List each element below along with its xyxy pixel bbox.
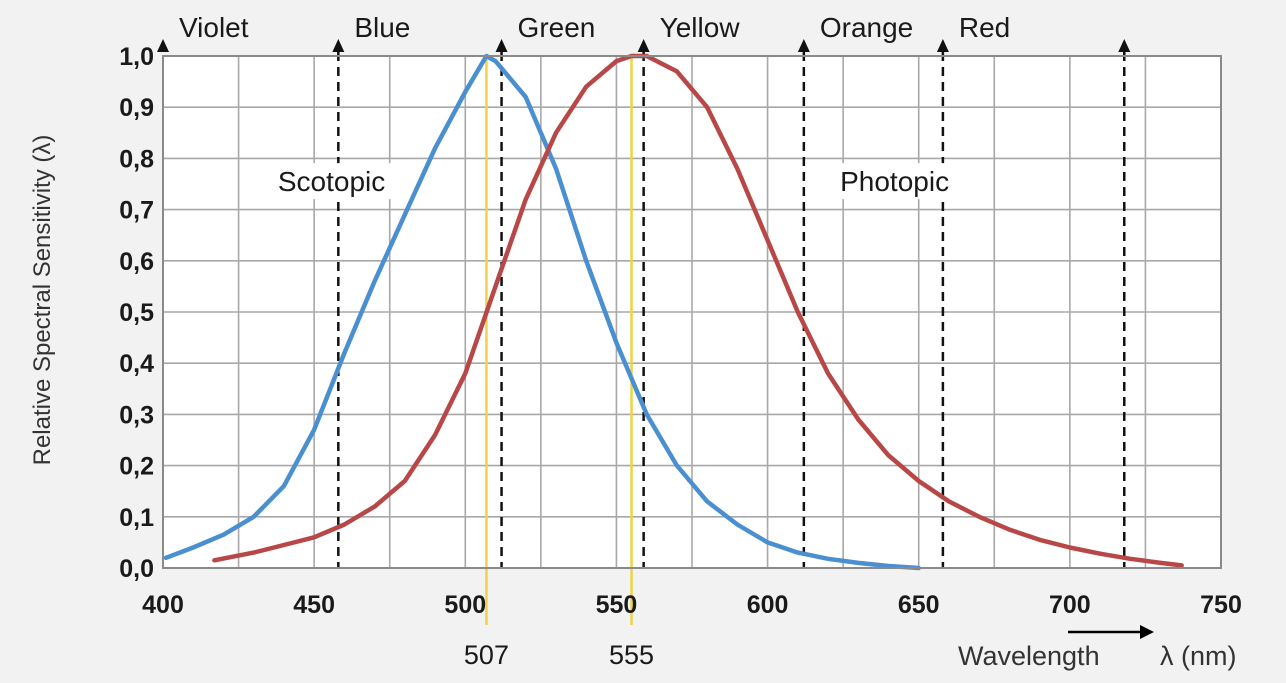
peak-lines	[485, 56, 633, 625]
band-label: Green	[518, 12, 596, 43]
x-tick-label: 450	[293, 591, 335, 619]
band-label: Violet	[179, 12, 249, 43]
x-tick-label: 400	[142, 591, 184, 619]
x-axis-arrow-head	[1140, 625, 1154, 639]
annotation-background	[836, 163, 967, 200]
x-tick-labels: 400 450 500 550 600 650 700 750	[142, 591, 1242, 619]
peak-marker-label: 507	[464, 640, 509, 670]
band-label: Blue	[354, 12, 410, 43]
band-label: Orange	[820, 12, 913, 43]
y-tick-label: 0,8	[119, 145, 154, 173]
band-marker-triangle	[936, 39, 949, 52]
peak-labels: 507 555	[464, 640, 654, 670]
x-tick-label: 600	[747, 591, 789, 619]
band-label: Red	[959, 12, 1010, 43]
y-tick-label: 0,0	[119, 555, 154, 583]
y-tick-label: 0,4	[119, 350, 154, 378]
y-tick-label: 0,3	[119, 401, 154, 429]
band-labels: Violet Blue Green Yellow Orange Red	[157, 12, 1131, 52]
band-marker-triangle	[797, 39, 810, 52]
peak-marker-label: 555	[609, 640, 654, 670]
x-tick-label: 700	[1049, 591, 1091, 619]
x-tick-label: 750	[1200, 591, 1242, 619]
curve-annotation-label: Scotopic	[278, 166, 385, 197]
x-tick-label: 500	[444, 591, 486, 619]
y-tick-label: 0,9	[119, 94, 154, 122]
y-tick-label: 0,5	[119, 299, 154, 327]
band-marker-triangle	[495, 39, 508, 52]
band-marker-triangle	[637, 39, 650, 52]
band-marker-triangle	[157, 39, 169, 52]
y-tick-label: 1,0	[119, 43, 154, 71]
y-tick-labels: 0,0 0,1 0,2 0,3 0,4 0,5 0,6 0,7 0,8 0,9 1,0	[119, 43, 154, 583]
plot-frame	[162, 55, 1222, 569]
y-tick-label: 0,6	[119, 248, 154, 276]
series-line-photopic	[212, 53, 1184, 568]
band-label: Yellow	[660, 12, 741, 43]
annotation-background	[273, 163, 404, 200]
band-marker-triangle	[332, 39, 345, 52]
x-axis-title: Wavelength λ (nm)	[958, 625, 1237, 671]
y-tick-label: 0,2	[119, 453, 154, 481]
x-axis-label: Wavelength	[958, 641, 1100, 671]
x-tick-label: 650	[898, 591, 940, 619]
series-group	[163, 53, 1184, 571]
x-tick-label: 550	[596, 591, 638, 619]
y-tick-label: 0,7	[119, 197, 154, 225]
x-axis-unit: λ (nm)	[1160, 641, 1237, 671]
curve-annotations: Scotopic Photopic	[273, 163, 967, 200]
curve-annotation-label: Photopic	[840, 166, 949, 197]
y-axis-title: Relative Spectral Sensitivity (λ)	[29, 135, 56, 466]
y-tick-label: 0,1	[119, 504, 154, 532]
band-lines	[337, 52, 1126, 568]
series-line-scotopic	[163, 53, 921, 571]
band-marker-triangle	[1118, 39, 1131, 52]
